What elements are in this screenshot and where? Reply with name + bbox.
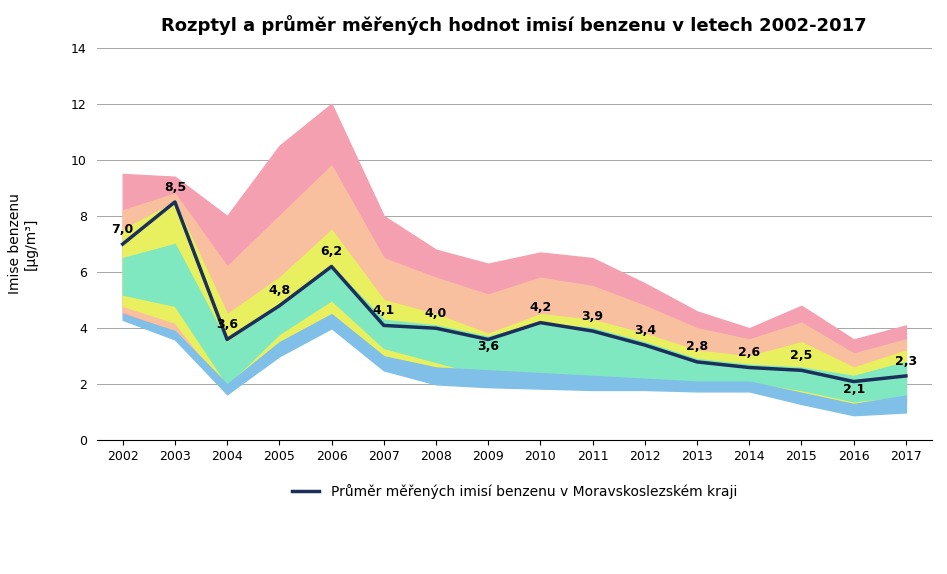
Text: 2,1: 2,1: [843, 383, 865, 395]
Text: 2,5: 2,5: [791, 349, 813, 362]
Text: 6,2: 6,2: [320, 245, 343, 258]
Text: 4,2: 4,2: [529, 301, 551, 314]
Text: 3,6: 3,6: [477, 340, 499, 354]
Y-axis label: Imise benzenu
[μg/m³]: Imise benzenu [μg/m³]: [8, 193, 38, 294]
Legend: Průměr měřených imisí benzenu v Moravskoslezském kraji: Průměr měřených imisí benzenu v Moravsko…: [286, 478, 742, 504]
Text: 3,6: 3,6: [216, 318, 238, 331]
Text: 4,1: 4,1: [372, 304, 395, 317]
Text: 7,0: 7,0: [112, 223, 134, 236]
Text: 3,4: 3,4: [634, 324, 656, 337]
Text: 3,9: 3,9: [581, 309, 603, 323]
Text: 2,6: 2,6: [739, 346, 760, 359]
Text: 4,0: 4,0: [425, 307, 447, 320]
Text: 4,8: 4,8: [268, 284, 291, 297]
Text: 2,3: 2,3: [895, 355, 917, 367]
Text: 2,8: 2,8: [686, 340, 708, 354]
Text: 8,5: 8,5: [164, 181, 186, 193]
Title: Rozptyl a průměr měřených hodnot imisí benzenu v letech 2002-2017: Rozptyl a průměr měřených hodnot imisí b…: [162, 15, 867, 35]
